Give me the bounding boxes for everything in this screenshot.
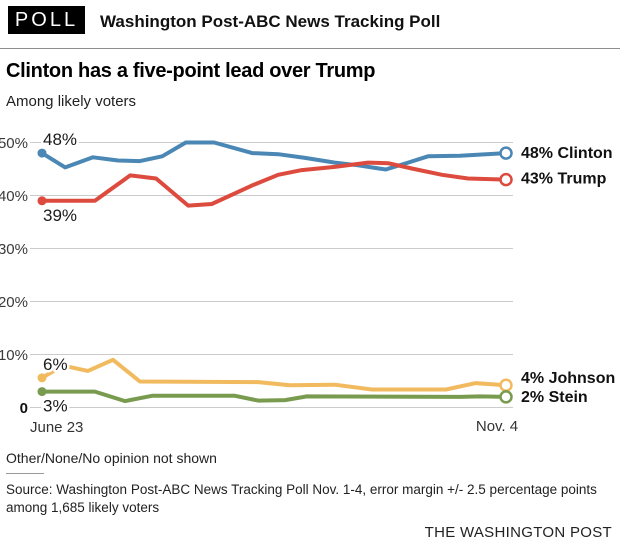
y-axis-tick-label: 40% bbox=[0, 188, 28, 205]
stein-line bbox=[40, 389, 508, 404]
chart-subtitle: Among likely voters bbox=[6, 93, 137, 110]
stein-start-dot bbox=[37, 387, 47, 397]
clinton-line bbox=[40, 140, 508, 172]
y-axis-tick-label: 10% bbox=[0, 347, 28, 364]
trump-start-dot bbox=[37, 196, 47, 206]
stein-end-label: 2% Stein bbox=[521, 389, 588, 406]
source-text: Source: Washington Post-ABC News Trackin… bbox=[6, 482, 597, 515]
header-divider bbox=[0, 48, 620, 49]
johnson-line bbox=[40, 357, 508, 392]
clinton-end-label: 48% Clinton bbox=[521, 145, 613, 162]
johnson-end-label: 4% Johnson bbox=[521, 370, 615, 387]
x-axis-label-end: Nov. 4 bbox=[476, 418, 518, 435]
y-axis-tick-label: 30% bbox=[0, 241, 28, 258]
poll-badge: POLL bbox=[8, 6, 85, 34]
header-title: Washington Post-ABC News Tracking Poll bbox=[100, 12, 441, 31]
publisher-wordmark: THE WASHINGTON POST bbox=[424, 524, 612, 541]
stein-start-value-label: 3% bbox=[43, 397, 68, 416]
y-axis-tick-label: 20% bbox=[0, 294, 28, 311]
stein-end-marker bbox=[499, 390, 513, 404]
x-axis-label-start: June 23 bbox=[30, 419, 83, 436]
johnson-end-marker bbox=[499, 378, 513, 392]
trump-line bbox=[40, 160, 508, 208]
poll-badge-label: POLL bbox=[14, 8, 79, 31]
trump-start-value-label: 39% bbox=[43, 206, 77, 225]
chart-title: Clinton has a five-point lead over Trump bbox=[6, 60, 376, 82]
y-axis-tick-label: 0 bbox=[20, 400, 28, 417]
footnote-divider bbox=[6, 473, 44, 474]
johnson-start-dot bbox=[37, 373, 47, 383]
johnson-start-value-label: 6% bbox=[43, 355, 68, 374]
clinton-start-value-label: 48% bbox=[43, 130, 77, 149]
y-axis-tick-label: 50% bbox=[0, 135, 28, 152]
trump-end-marker bbox=[499, 172, 513, 187]
clinton-start-dot bbox=[37, 148, 47, 158]
trump-end-label: 43% Trump bbox=[521, 171, 607, 188]
footnote: Other/None/No opinion not shown bbox=[6, 450, 217, 466]
clinton-end-marker bbox=[499, 146, 513, 160]
